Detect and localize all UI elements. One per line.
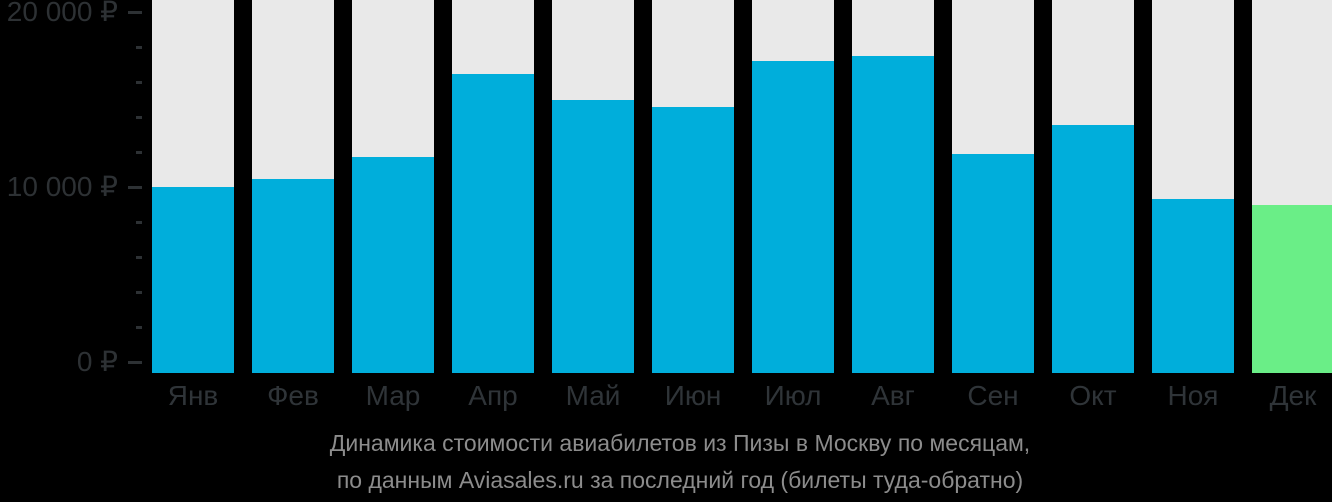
bar-track-apr bbox=[452, 0, 534, 373]
bar-apr bbox=[452, 74, 534, 373]
y-axis-tick-minor bbox=[136, 256, 142, 259]
y-axis-tick-minor bbox=[136, 221, 142, 224]
bar-oct bbox=[1052, 124, 1134, 373]
bar-track-jan bbox=[152, 0, 234, 373]
y-axis-tick-minor bbox=[136, 46, 142, 49]
y-axis-tick-minor bbox=[136, 326, 142, 329]
chart-title-line2: по данным Aviasales.ru за последний год … bbox=[336, 467, 1024, 493]
bar-dec bbox=[1252, 204, 1332, 373]
y-axis-tick-minor bbox=[136, 116, 142, 119]
x-axis-label-oct: Окт bbox=[1069, 380, 1117, 411]
bar-jun bbox=[652, 107, 734, 373]
bar-track-feb bbox=[252, 0, 334, 373]
x-axis-label-jul: Июл bbox=[764, 380, 822, 411]
y-axis-tick-minor bbox=[136, 151, 142, 154]
x-axis-label-nov: Ноя bbox=[1167, 380, 1219, 411]
x-axis-label-may: Май bbox=[565, 380, 621, 411]
bar-track-mar bbox=[352, 0, 434, 373]
y-axis-tick-major bbox=[128, 186, 142, 189]
x-axis-label-jan: Янв bbox=[167, 380, 219, 411]
bar-track-oct bbox=[1052, 0, 1134, 373]
bar-mar bbox=[352, 157, 434, 373]
bar-track-nov bbox=[1152, 0, 1234, 373]
y-axis-label-10000: 10 000 ₽ bbox=[6, 171, 118, 202]
bar-sep bbox=[952, 153, 1034, 373]
bar-track-jul bbox=[752, 0, 834, 373]
bar-track-dec bbox=[1252, 0, 1332, 373]
y-axis-label-0: 0 ₽ bbox=[76, 346, 118, 377]
x-axis-label-aug: Авг bbox=[871, 380, 915, 411]
bar-may bbox=[552, 100, 634, 373]
y-axis-tick-minor bbox=[136, 81, 142, 84]
bar-jan bbox=[152, 187, 234, 373]
bar-track-may bbox=[552, 0, 634, 373]
x-axis-label-feb: Фев bbox=[267, 380, 319, 411]
x-axis-label-sep: Сен bbox=[967, 380, 1019, 411]
x-axis-label-mar: Мар bbox=[365, 380, 421, 411]
y-axis-tick-major bbox=[128, 361, 142, 364]
bar-feb bbox=[252, 179, 334, 373]
bar-aug bbox=[852, 55, 934, 373]
y-axis-tick-minor bbox=[136, 291, 142, 294]
chart-title-line1: Динамика стоимости авиабилетов из Пизы в… bbox=[329, 430, 1031, 456]
x-axis-label-jun: Июн bbox=[664, 380, 722, 411]
chart-title: Динамика стоимости авиабилетов из Пизы в… bbox=[14, 425, 1332, 499]
y-axis-label-20000: 20 000 ₽ bbox=[6, 0, 118, 27]
x-axis-label-dec: Дек bbox=[1269, 380, 1317, 411]
plot-area: 20 000 ₽ 10 000 ₽ 0 ₽ bbox=[6, 0, 1332, 377]
y-axis-tick-major bbox=[128, 11, 142, 14]
bar-nov bbox=[1152, 199, 1234, 373]
bar-track-aug bbox=[852, 0, 934, 373]
bar-jul bbox=[752, 61, 834, 373]
bar-track-jun bbox=[652, 0, 734, 373]
x-axis-labels: Янв Фев Мар Апр Май Июн Июл Авг Сен Окт Ноя Дек bbox=[0, 381, 1332, 413]
bar-track-sep bbox=[952, 0, 1034, 373]
x-axis-label-apr: Апр bbox=[468, 380, 518, 411]
